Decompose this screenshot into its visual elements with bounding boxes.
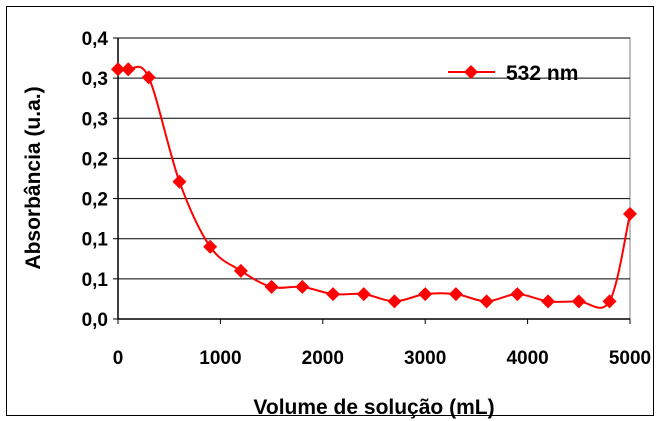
data-point — [233, 263, 248, 278]
legend-marker — [464, 65, 478, 79]
data-point — [121, 62, 136, 77]
plot-area — [117, 37, 631, 320]
data-point — [479, 294, 494, 309]
data-point — [571, 294, 586, 309]
x-tick-label: 3000 — [404, 348, 446, 369]
data-point — [448, 287, 463, 302]
data-point — [387, 294, 402, 309]
y-tick-label: 0,3 — [82, 69, 108, 90]
x-tick-label: 4000 — [506, 348, 548, 369]
y-tick-label: 0,0 — [82, 310, 108, 331]
data-point — [141, 70, 156, 85]
data-point — [295, 279, 310, 294]
data-point — [111, 62, 125, 77]
x-tick-label: 5000 — [609, 348, 651, 369]
x-tick-labels: 0 1000 2000 3000 4000 5000 — [113, 348, 651, 369]
axes — [113, 37, 631, 324]
x-tick-label: 1000 — [199, 348, 241, 369]
y-tick-label: 0,3 — [82, 109, 108, 130]
data-point — [602, 294, 617, 309]
y-tick-label: 0,2 — [82, 149, 108, 170]
y-tick-label: 0,1 — [82, 270, 109, 291]
data-point — [541, 294, 556, 309]
y-tick-label: 0,2 — [82, 190, 108, 211]
legend-label: 532 nm — [506, 62, 578, 85]
y-tick-label: 0,4 — [82, 29, 109, 50]
x-tick-label: 0 — [113, 348, 124, 369]
data-point — [326, 287, 341, 302]
data-point — [418, 287, 433, 302]
y-tick-label: 0,1 — [82, 230, 109, 251]
grid — [118, 37, 630, 280]
y-tick-labels: 0,0 0,1 0,1 0,2 0,2 0,3 0,3 0,4 — [82, 29, 109, 331]
y-axis-title: Absorbância (u.a.) — [22, 86, 45, 269]
data-point — [172, 174, 187, 189]
data-point — [203, 239, 218, 254]
series-group — [111, 62, 637, 309]
x-tick-label: 2000 — [302, 348, 344, 369]
data-point — [510, 287, 525, 302]
data-point — [623, 206, 637, 221]
data-point — [356, 287, 371, 302]
legend: 532 nm — [448, 62, 578, 85]
x-axis-title: Volume de solução (mL) — [253, 396, 494, 419]
data-point — [264, 279, 279, 294]
